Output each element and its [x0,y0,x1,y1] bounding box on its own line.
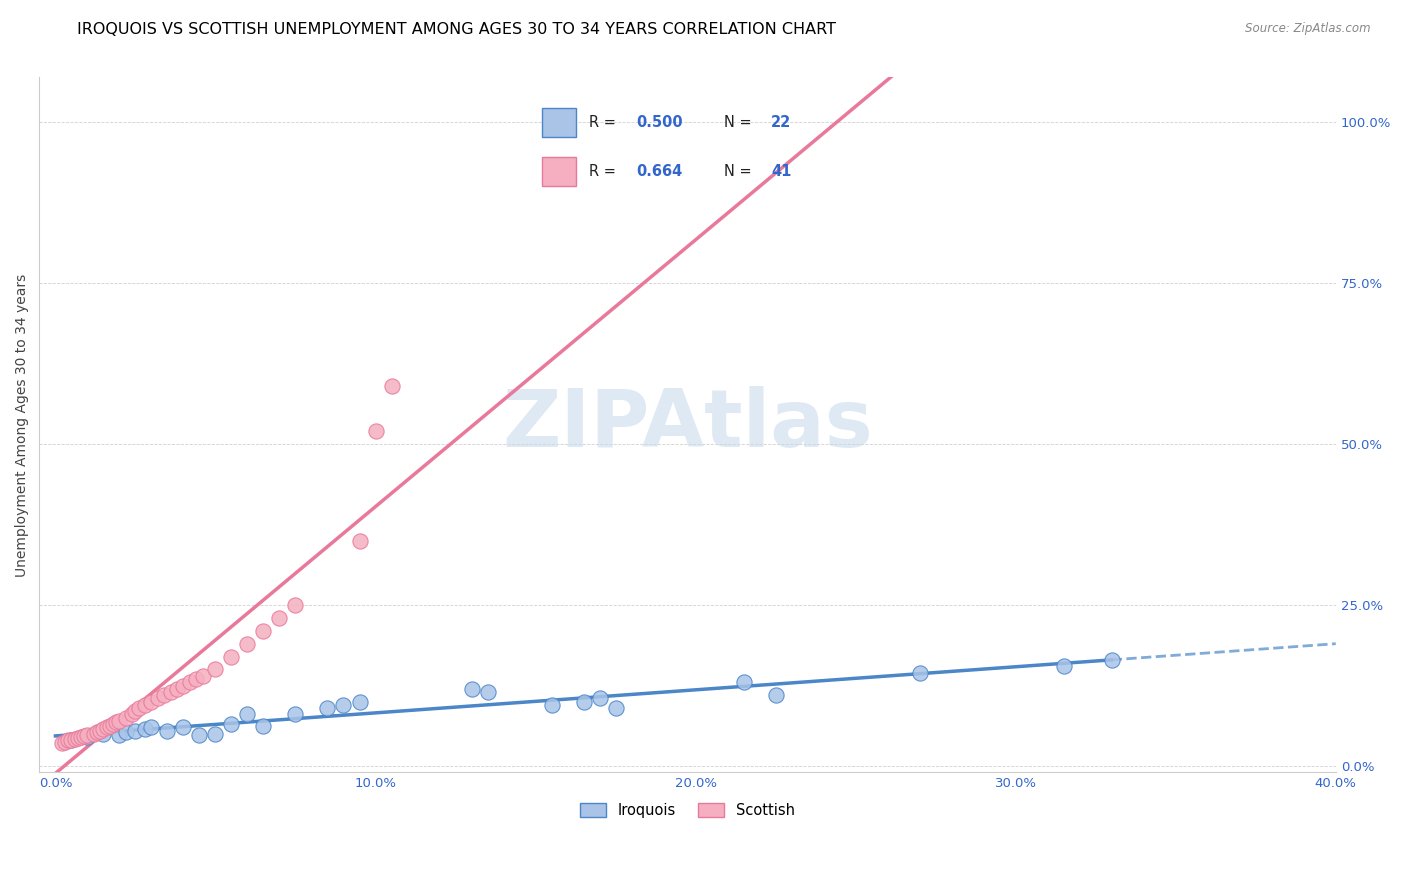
Point [221,717,243,731]
Point [124,723,146,738]
Point [63,731,86,746]
Point [572,695,595,709]
Point [53,734,76,748]
Point [73,730,96,744]
Legend: Iroquois, Scottish: Iroquois, Scottish [574,797,801,824]
Point [153,688,176,702]
Point [141,720,163,734]
Point [141,695,163,709]
Point [179,675,201,690]
Point [188,728,211,742]
Point [477,685,499,699]
Point [380,379,402,393]
Point [191,669,214,683]
Point [115,725,138,739]
Point [98,719,121,733]
Point [124,704,146,718]
Point [221,649,243,664]
Point [128,701,150,715]
Point [204,662,226,676]
Point [60,733,83,747]
Point [172,720,194,734]
Point [86,725,108,739]
Point [76,728,98,742]
Point [93,727,115,741]
Point [172,679,194,693]
Point [236,707,259,722]
Point [284,598,307,612]
Point [105,715,128,730]
Point [115,711,138,725]
Point [332,698,354,712]
Point [236,637,259,651]
Point [121,707,143,722]
Point [70,730,93,744]
Point [83,727,105,741]
Point [349,533,371,548]
Point [166,681,188,696]
Point [252,624,274,638]
Point [540,698,562,712]
Text: IROQUOIS VS SCOTTISH UNEMPLOYMENT AMONG AGES 30 TO 34 YEARS CORRELATION CHART: IROQUOIS VS SCOTTISH UNEMPLOYMENT AMONG … [77,22,837,37]
Point [96,720,118,734]
Point [269,611,291,625]
Point [146,691,169,706]
Point [108,714,131,728]
Point [252,719,274,733]
Point [134,722,156,736]
Point [134,698,156,712]
Point [908,665,931,680]
Point [101,717,124,731]
Point [588,691,610,706]
Point [284,707,307,722]
Point [58,733,80,747]
Point [108,728,131,742]
Point [765,688,787,702]
Point [60,733,83,747]
Point [364,425,387,439]
Point [66,731,89,745]
Point [1101,653,1123,667]
Point [460,681,482,696]
Point [156,723,179,738]
Point [89,723,111,738]
Point [605,701,627,715]
Point [186,672,208,686]
Text: Source: ZipAtlas.com: Source: ZipAtlas.com [1246,22,1371,36]
Y-axis label: Unemployment Among Ages 30 to 34 years: Unemployment Among Ages 30 to 34 years [15,273,30,576]
Point [733,675,755,690]
Point [204,727,226,741]
Point [1053,659,1076,673]
Point [51,736,73,750]
Point [316,701,339,715]
Point [93,722,115,736]
Point [159,685,181,699]
Text: ZIPAtlas: ZIPAtlas [502,386,873,464]
Point [349,695,371,709]
Point [76,730,98,744]
